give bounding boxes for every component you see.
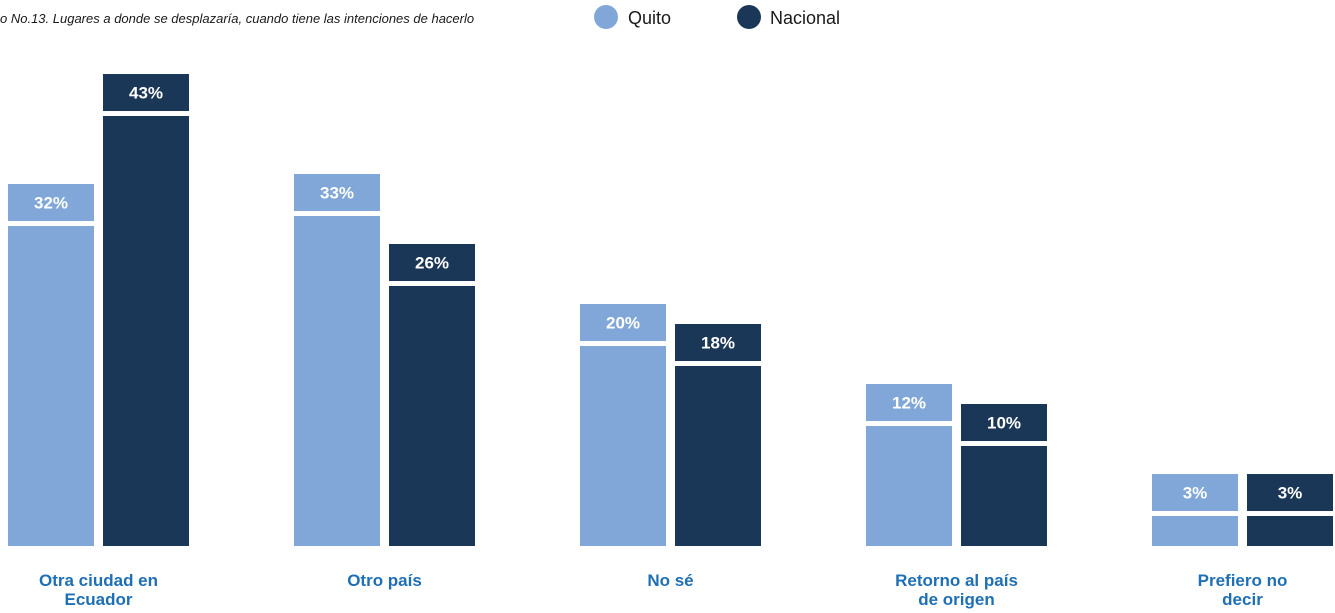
- data-label-box-nacional-prefiero-no-decir: [1247, 474, 1333, 511]
- data-label-box-nacional-otra-ciudad-en-ecuador: [103, 74, 189, 111]
- legend-swatch-quito: [594, 5, 618, 29]
- category-label-prefiero-no-decir: Prefiero no decir: [1198, 571, 1288, 609]
- data-label-box-nacional-no-s: [675, 324, 761, 361]
- bar-nacional-otro-pa-s: [389, 286, 475, 546]
- chart-title: o No.13. Lugares a donde se desplazaría,…: [0, 11, 474, 26]
- legend-label-quito: Quito: [628, 8, 671, 28]
- data-label-quito-no-s: 20%: [606, 314, 640, 333]
- data-label-nacional-no-s: 18%: [701, 334, 735, 353]
- data-label-box-nacional-retorno-al-pa-s-de-origen: [961, 404, 1047, 441]
- legend: Quito Nacional: [594, 5, 840, 29]
- data-label-quito-prefiero-no-decir: 3%: [1183, 484, 1208, 503]
- category-label-no-s: No sé: [647, 571, 693, 590]
- bar-nacional-no-s: [675, 366, 761, 546]
- data-label-box-quito-otra-ciudad-en-ecuador: [8, 184, 94, 221]
- data-label-box-quito-retorno-al-pa-s-de-origen: [866, 384, 952, 421]
- bar-quito-otro-pa-s: [294, 216, 380, 546]
- data-label-quito-otra-ciudad-en-ecuador: 32%: [34, 194, 68, 213]
- data-label-nacional-prefiero-no-decir: 3%: [1278, 484, 1303, 503]
- bar-nacional-retorno-al-pa-s-de-origen: [961, 446, 1047, 546]
- data-label-quito-otro-pa-s: 33%: [320, 184, 354, 203]
- bar-quito-otra-ciudad-en-ecuador: [8, 226, 94, 546]
- data-label-nacional-retorno-al-pa-s-de-origen: 10%: [987, 414, 1021, 433]
- bar-quito-retorno-al-pa-s-de-origen: [866, 426, 952, 546]
- data-label-nacional-otro-pa-s: 26%: [415, 254, 449, 273]
- legend-swatch-nacional: [737, 5, 761, 29]
- data-label-box-quito-no-s: [580, 304, 666, 341]
- data-label-box-quito-prefiero-no-decir: [1152, 474, 1238, 511]
- category-label-retorno-al-pa-s-de-origen: Retorno al país de origen: [895, 571, 1018, 609]
- data-label-box-nacional-otro-pa-s: [389, 244, 475, 281]
- category-labels-group: Otra ciudad en Ecuador Otro país No sé Retor…: [39, 571, 1287, 609]
- data-label-nacional-otra-ciudad-en-ecuador: 43%: [129, 84, 163, 103]
- category-label-otro-pa-s: Otro país: [347, 571, 422, 590]
- bar-quito-prefiero-no-decir: [1152, 516, 1238, 546]
- legend-label-nacional: Nacional: [770, 8, 840, 28]
- data-label-quito-retorno-al-pa-s-de-origen: 12%: [892, 394, 926, 413]
- bar-quito-no-s: [580, 346, 666, 546]
- bar-nacional-prefiero-no-decir: [1247, 516, 1333, 546]
- bar-nacional-otra-ciudad-en-ecuador: [103, 116, 189, 546]
- bars-group: 32% 43% 33% 26% 20% 18% 12% 10% 3% 3%: [8, 74, 1333, 546]
- category-label-otra-ciudad-en-ecuador: Otra ciudad en Ecuador: [39, 571, 158, 609]
- data-label-box-quito-otro-pa-s: [294, 174, 380, 211]
